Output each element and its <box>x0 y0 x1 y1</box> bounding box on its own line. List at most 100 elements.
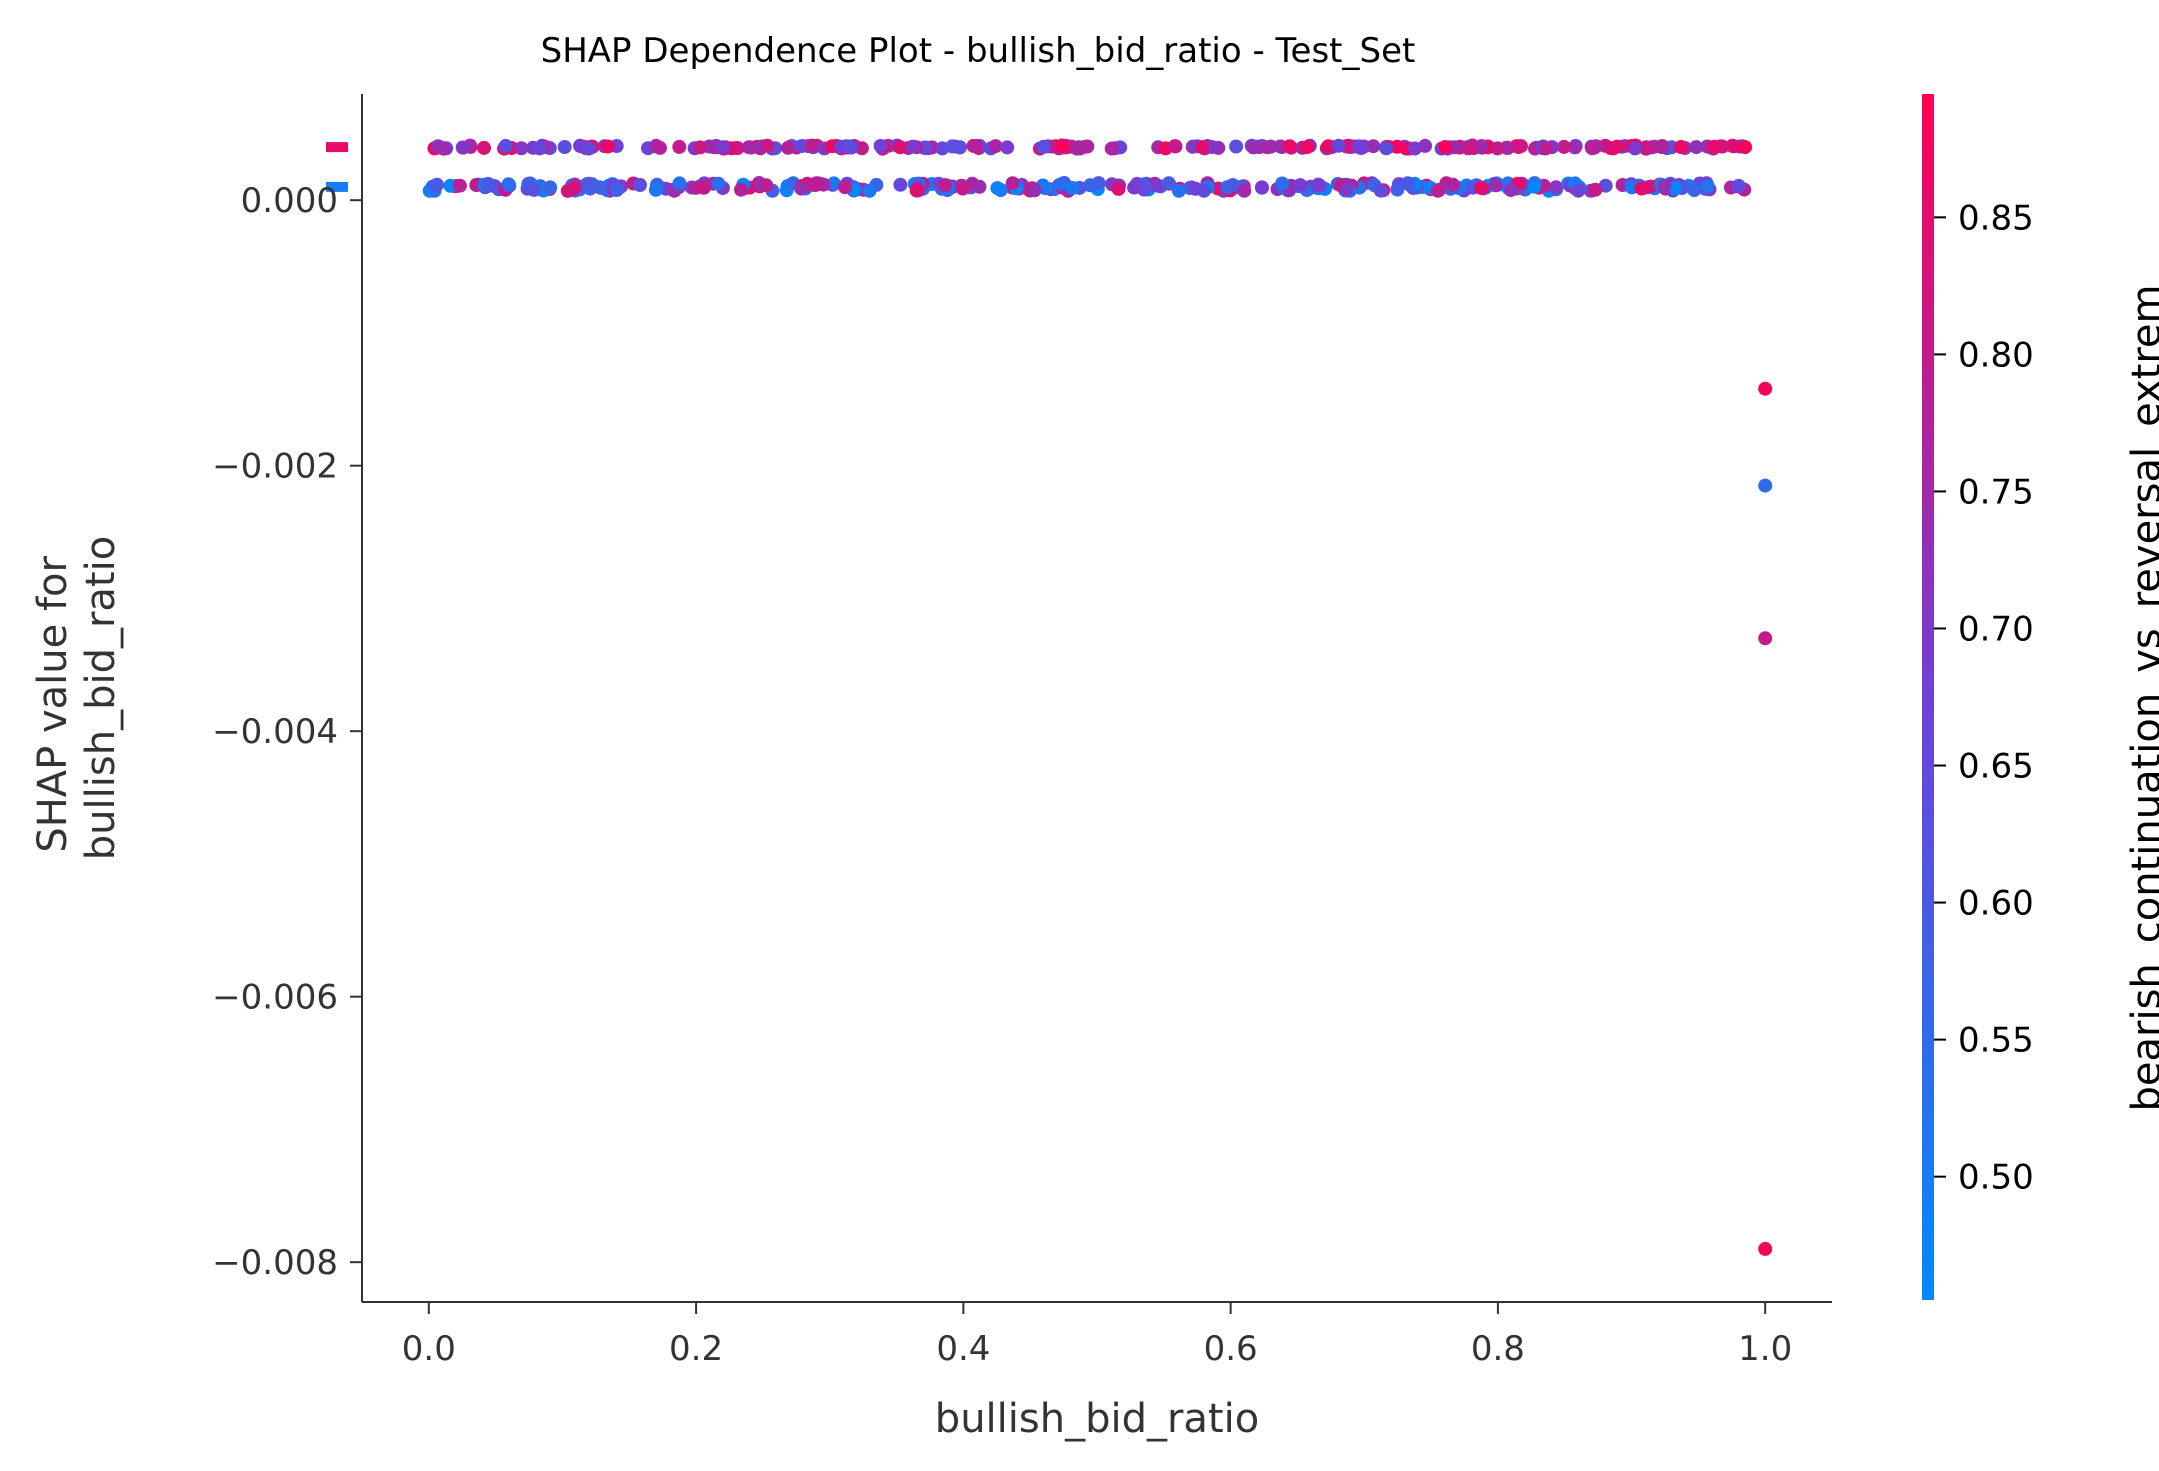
x-axis-label: bullish_bid_ratio <box>935 1396 1259 1442</box>
band-point <box>1038 181 1053 196</box>
band-point <box>1689 140 1704 155</box>
band-point <box>969 138 983 153</box>
band-point <box>716 140 730 155</box>
band-point <box>938 178 953 193</box>
band-point <box>1628 141 1642 156</box>
band-point <box>1588 182 1603 197</box>
band-point <box>481 177 496 191</box>
data-point <box>1758 631 1773 646</box>
band-point <box>477 140 491 155</box>
band-point <box>532 141 547 156</box>
colorbar-tick-label: 0.60 <box>1958 884 2034 924</box>
band-point <box>456 140 471 155</box>
band-point <box>1331 138 1346 153</box>
band-point <box>1027 183 1042 198</box>
x-tick-label: 0.4 <box>936 1329 990 1369</box>
band-point <box>1311 177 1326 192</box>
x-tick-label: 0.2 <box>669 1329 723 1369</box>
colorbar <box>1922 94 1934 1300</box>
band-point <box>805 138 820 153</box>
colorbar-tick-label: 0.75 <box>1958 472 2034 512</box>
band-point <box>1339 182 1354 197</box>
band-point <box>1282 139 1297 154</box>
band-point <box>744 140 758 155</box>
marginal-marker <box>326 142 348 153</box>
band-point <box>1446 177 1460 192</box>
band-point <box>734 182 748 197</box>
band-point <box>1255 180 1269 195</box>
band-point <box>1150 178 1165 193</box>
band-point <box>1549 180 1564 195</box>
band-point <box>1474 180 1489 195</box>
band-point <box>1668 181 1682 196</box>
band-point <box>862 183 877 198</box>
band-point <box>1300 140 1315 155</box>
band-point <box>696 180 711 195</box>
band-point <box>502 177 516 192</box>
band-point <box>955 181 970 196</box>
band-point <box>1438 140 1453 154</box>
band-point <box>905 139 920 154</box>
band-point <box>1225 178 1240 193</box>
band-point <box>1511 140 1526 155</box>
band-point <box>1654 140 1669 154</box>
band-point <box>1634 181 1649 196</box>
band-point <box>1557 139 1571 154</box>
colorbar-tick-label: 0.85 <box>1958 198 2034 238</box>
band-point <box>990 181 1005 196</box>
band-point <box>1069 141 1084 156</box>
band-point <box>1127 180 1142 195</box>
band-point <box>1080 139 1095 154</box>
band-point <box>1246 140 1261 155</box>
band-point <box>1400 176 1415 191</box>
band-point <box>557 140 572 154</box>
band-point <box>1390 182 1405 197</box>
band-point <box>1229 139 1244 154</box>
band-point <box>1104 141 1119 156</box>
x-axis-ticks: 0.0 0.2 0.4 0.6 0.8 1.0 <box>402 1302 1792 1369</box>
band-point <box>498 138 513 153</box>
band-point <box>1379 141 1394 156</box>
band-point <box>843 139 858 154</box>
y-tick-label: −0.002 <box>212 447 338 487</box>
band-point <box>1005 176 1020 191</box>
band-point <box>609 183 624 197</box>
y-tick-label: −0.004 <box>212 712 338 752</box>
band-point <box>1366 139 1381 154</box>
band-point <box>1657 179 1672 194</box>
band-point <box>1725 138 1740 153</box>
band-point <box>527 182 542 197</box>
band-point <box>1638 141 1653 156</box>
x-tick-label: 0.0 <box>402 1329 456 1369</box>
band-point <box>1687 183 1702 198</box>
band-point <box>1168 139 1183 154</box>
colorbar-tick-label: 0.70 <box>1958 609 2034 649</box>
band-point <box>543 180 558 195</box>
colorbar-tick-label: 0.65 <box>1958 747 2034 787</box>
band-point <box>430 177 444 192</box>
band-point <box>1373 183 1388 198</box>
band-point <box>988 139 1003 154</box>
y-axis-label-line-2: bullish_bid_ratio <box>78 536 124 860</box>
band-point <box>1488 178 1503 193</box>
band-point <box>1707 139 1722 154</box>
colorbar-label: bearish_continuation_vs_reversal_extrem <box>2124 285 2159 1112</box>
band-point <box>838 180 852 195</box>
band-point <box>809 176 824 191</box>
band-point <box>1065 181 1080 195</box>
x-tick-label: 1.0 <box>1738 1329 1792 1369</box>
band-point <box>1341 138 1356 153</box>
band-point <box>585 177 600 192</box>
y-tick-label: −0.008 <box>212 1243 338 1283</box>
band-point <box>1197 183 1211 198</box>
band-point <box>452 178 467 193</box>
band-point <box>1275 176 1290 191</box>
band-point <box>873 139 888 153</box>
band-point <box>1205 140 1220 155</box>
colorbar-ticks: 0.50 0.55 0.60 0.65 0.70 0.75 0.80 0.85 <box>1934 198 2034 1198</box>
band-point <box>893 140 908 155</box>
band-point <box>1700 179 1715 193</box>
colorbar-tick-label: 0.50 <box>1958 1158 2034 1198</box>
band-point <box>1503 183 1518 197</box>
band-point <box>1111 181 1126 196</box>
